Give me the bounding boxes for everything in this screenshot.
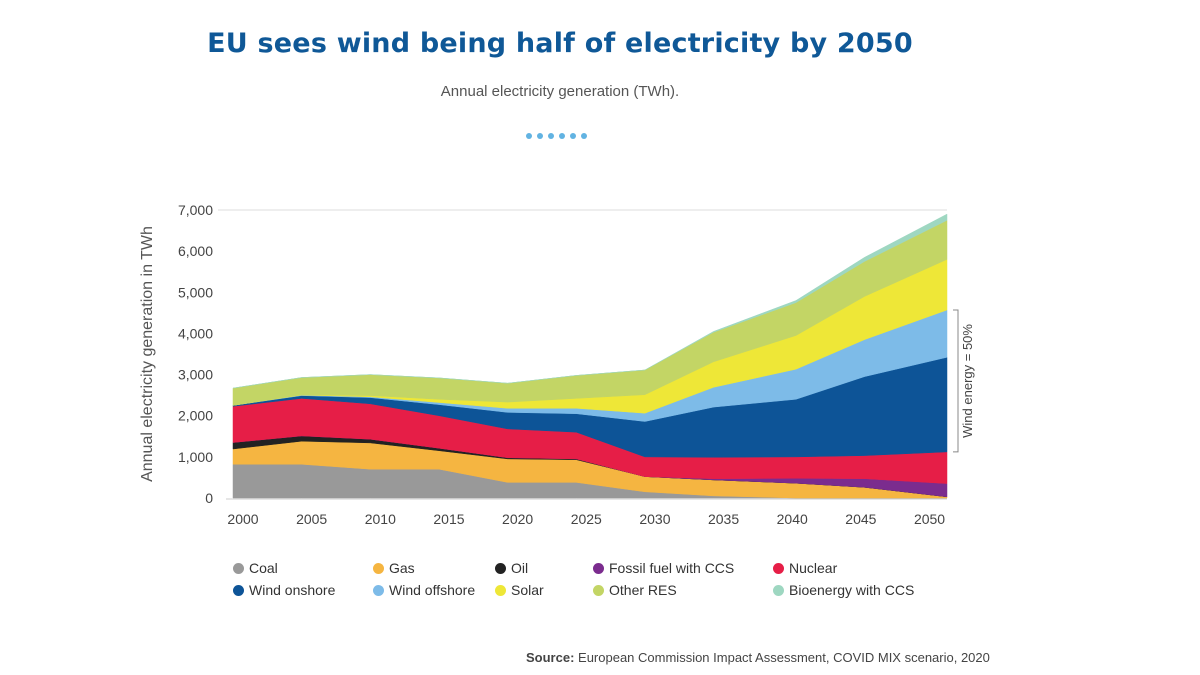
legend-swatch [773,562,784,574]
legend-label: Bioenergy with CCS [789,582,915,598]
legend-swatch [233,562,244,574]
x-tick-label: 2040 [777,511,808,527]
legend-item-wind-onshore: Wind onshore [233,582,373,598]
legend-label: Nuclear [789,560,838,576]
chart-title: EU sees wind being half of electricity b… [207,28,913,59]
source-label: Source: [526,650,575,665]
decorative-dot [570,133,576,139]
decorative-dot [548,133,554,139]
decorative-dots [526,133,587,139]
legend-label: Solar [511,582,544,598]
legend-item-bioenergy-with-ccs: Bioenergy with CCS [773,582,953,598]
source-text: European Commission Impact Assessment, C… [578,650,990,665]
legend-item-solar: Solar [495,582,593,598]
chart-subtitle: Annual electricity generation (TWh). [440,83,680,100]
legend-label: Wind onshore [249,582,336,598]
legend-label: Gas [389,560,415,576]
legend-swatch [373,562,384,574]
legend-label: Other RES [609,582,677,598]
legend-swatch [773,584,784,596]
legend-swatch [495,562,506,574]
legend-swatch [495,584,506,596]
legend-label: Coal [249,560,278,576]
x-tick-label: 2000 [227,511,258,527]
x-tick-label: 2030 [639,511,670,527]
x-tick-label: 2015 [433,511,464,527]
y-tick-label: 3,000 [178,367,213,383]
legend-label: Fossil fuel with CCS [609,560,735,576]
y-tick-label: 1,000 [178,449,213,465]
legend-item-nuclear: Nuclear [773,560,953,576]
source-note: Source: European Commission Impact Asses… [526,650,990,665]
x-tick-label: 2050 [914,511,945,527]
legend-label: Oil [511,560,529,576]
legend-swatch [373,584,384,596]
x-tick-label: 2005 [296,511,327,527]
decorative-dot [559,133,565,139]
wind-share-bracket [953,309,959,453]
y-axis-title: Annual electricity generation in TWh [139,226,156,482]
x-tick-label: 2010 [365,511,396,527]
decorative-dot [581,133,587,139]
y-tick-label: 4,000 [178,325,213,341]
y-tick-label: 2,000 [178,408,213,424]
legend-item-coal: Coal [233,560,373,576]
y-tick-label: 7,000 [178,202,213,218]
x-tick-label: 2035 [708,511,739,527]
legend-swatch [233,584,244,596]
legend-label: Wind offshore [389,582,476,598]
y-tick-label: 5,000 [178,284,213,300]
y-tick-label: 0 [205,490,213,506]
legend-item-wind-offshore: Wind offshore [373,582,495,598]
decorative-dot [526,133,532,139]
legend-item-gas: Gas [373,560,495,576]
chart-legend: Coal Gas Oil Fossil fuel with CCS Nuclear Win… [233,560,993,598]
x-tick-label: 2020 [502,511,533,527]
x-tick-label: 2025 [571,511,602,527]
x-tick-label: 2045 [845,511,876,527]
y-tick-label: 6,000 [178,243,213,259]
area-bioenergy-with-ccs [232,213,948,389]
legend-swatch [593,584,604,596]
legend-swatch [593,562,604,574]
wind-share-annotation: Wind energy = 50% [960,324,975,438]
legend-item-oil: Oil [495,560,593,576]
legend-item-fossil-fuel-with-ccs: Fossil fuel with CCS [593,560,773,576]
legend-item-other-res: Other RES [593,582,773,598]
decorative-dot [537,133,543,139]
